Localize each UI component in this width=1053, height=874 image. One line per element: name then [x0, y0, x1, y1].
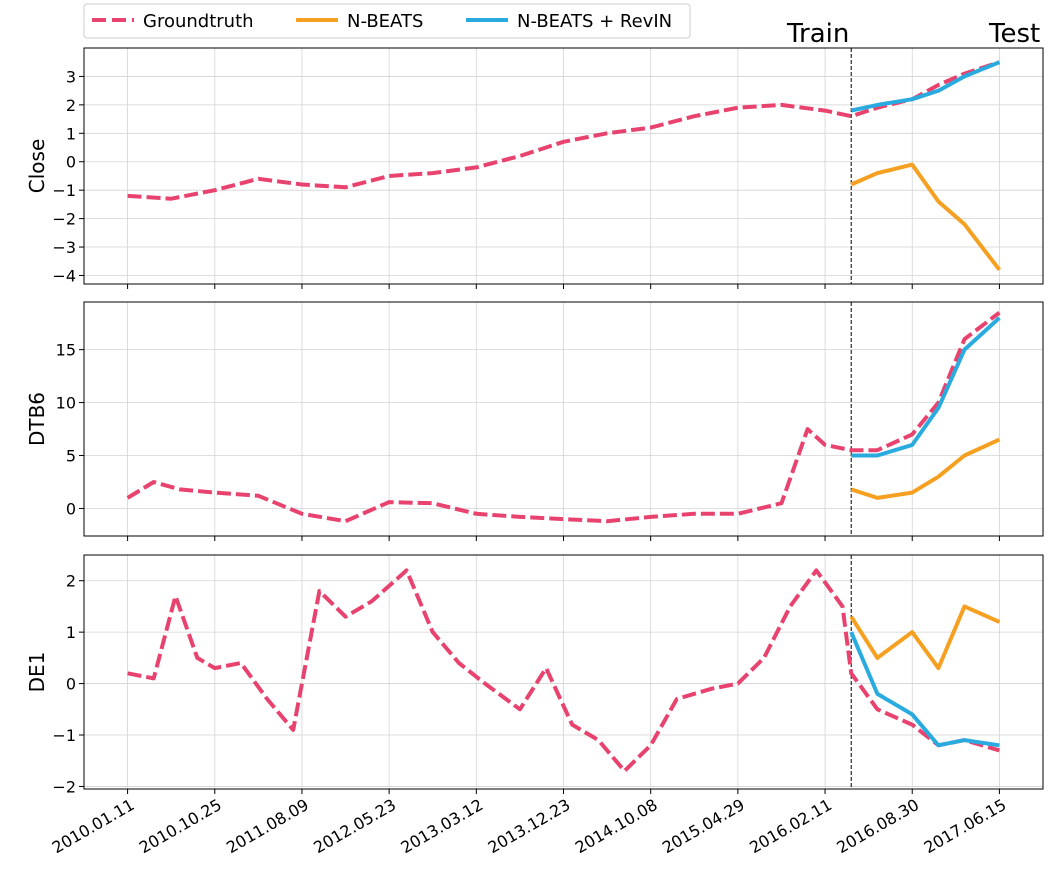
legend-label-groundtruth: Groundtruth — [143, 11, 254, 32]
series-line-n-beats-revin — [849, 631, 1000, 748]
axes-frame — [83, 554, 1044, 790]
x-tick-label: 2010.10.25 — [136, 795, 225, 857]
y-axis-label: DE1 — [25, 652, 49, 693]
axes-frame — [83, 47, 1044, 285]
x-tick-label: 2017.06.15 — [921, 795, 1010, 857]
series-line-n-beats — [849, 604, 1001, 671]
legend-label-nbeats-revin: N-BEATS + RevIN — [517, 11, 672, 32]
x-tick-label: 2011.08.09 — [223, 795, 312, 857]
series-line-groundtruth — [127, 568, 1000, 773]
x-tick-label: 2012.05.23 — [310, 795, 399, 857]
y-tick-label: −2 — [52, 777, 76, 796]
y-tick-label: −2 — [52, 210, 76, 229]
legend-label-nbeats: N-BEATS — [347, 11, 423, 32]
x-tick-label: 2010.01.11 — [49, 795, 138, 857]
x-tick-label: 2013.03.12 — [397, 795, 486, 857]
series-line-n-beats — [850, 162, 1001, 272]
y-tick-label: 0 — [66, 499, 76, 518]
y-tick-label: 15 — [56, 341, 76, 360]
y-axis-label: DTB6 — [25, 392, 49, 446]
y-tick-label: −1 — [52, 726, 76, 745]
train-label: Train — [786, 19, 849, 49]
y-tick-label: 1 — [66, 623, 76, 642]
panel-close: −4 −3 −2 −1 0 1 2 3 Close — [25, 47, 1044, 289]
y-tick-label: 2 — [66, 96, 76, 115]
x-tick-label: 2015.04.29 — [659, 795, 748, 857]
y-axis-label: Close — [25, 139, 49, 193]
y-tick-label: −1 — [52, 181, 76, 200]
series-line-n-beats — [850, 437, 1001, 500]
x-tick-label: 2013.12.23 — [485, 795, 574, 857]
test-label: Test — [988, 19, 1040, 49]
x-tick-label: 2014.10.08 — [572, 795, 661, 857]
x-axis-tick-labels: 2010.01.112010.10.252011.08.092012.05.23… — [49, 795, 1010, 857]
series-line-groundtruth — [126, 311, 1001, 524]
y-tick-label: 2 — [66, 572, 76, 591]
y-tick-label: 0 — [66, 675, 76, 694]
legend: Groundtruth N-BEATS N-BEATS + RevIN — [83, 3, 691, 39]
x-tick-label: 2016.02.11 — [746, 795, 835, 857]
series-line-groundtruth — [127, 60, 1001, 201]
legend-frame — [83, 3, 691, 39]
y-tick-label: 1 — [66, 124, 76, 143]
panel-de1: −2 −1 0 1 2 DE1 — [25, 554, 1044, 796]
panel-dtb6: 0 5 10 15 DTB6 — [25, 301, 1044, 541]
x-tick-label: 2016.08.30 — [833, 795, 922, 857]
y-tick-label: −3 — [52, 238, 76, 257]
y-tick-label: 3 — [66, 67, 76, 86]
y-tick-label: 0 — [66, 153, 76, 172]
axes-frame — [83, 301, 1044, 537]
y-tick-label: −4 — [52, 266, 76, 285]
series-line-n-beats-revin — [850, 60, 1001, 113]
y-tick-label: 5 — [66, 447, 76, 466]
y-tick-label: 10 — [56, 394, 76, 413]
series-line-n-beats-revin — [851, 316, 1001, 458]
